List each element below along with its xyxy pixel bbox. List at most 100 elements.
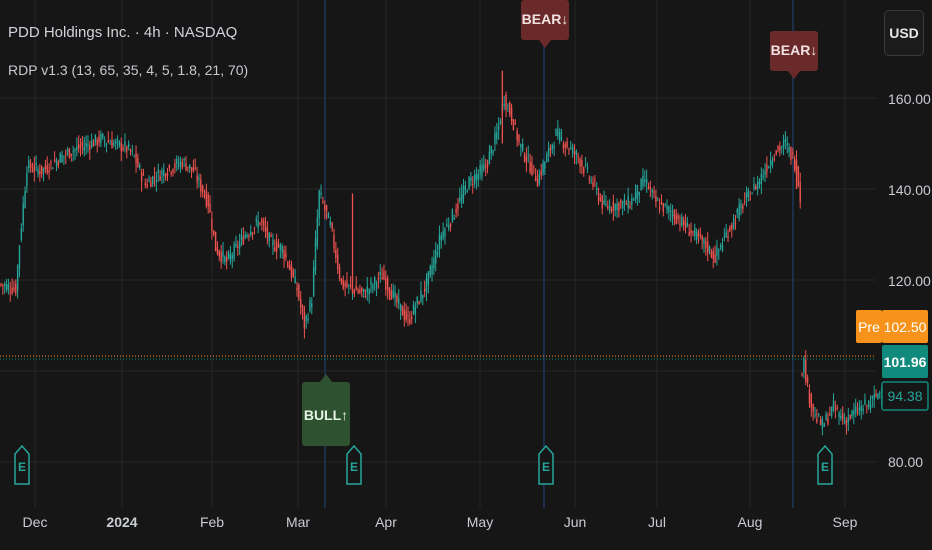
candle	[664, 203, 666, 208]
candle	[353, 288, 356, 298]
candle	[803, 355, 805, 379]
candle	[168, 164, 171, 172]
candle	[42, 167, 45, 182]
candle-body	[137, 158, 139, 167]
candle-body	[277, 245, 280, 248]
candle	[479, 160, 481, 180]
candle-body	[318, 190, 320, 219]
candle	[28, 155, 30, 173]
candle	[827, 412, 829, 426]
candle-body	[11, 287, 13, 294]
candle	[152, 175, 154, 187]
candle	[318, 189, 320, 227]
candle	[727, 229, 729, 243]
candle-body	[564, 144, 566, 148]
candle-body	[573, 152, 576, 155]
candle	[183, 157, 185, 168]
candle	[509, 100, 511, 118]
candle-body	[679, 223, 681, 226]
candle	[288, 259, 291, 271]
candle	[579, 157, 581, 174]
candle	[309, 296, 311, 313]
candle	[660, 194, 663, 206]
candle-body	[388, 288, 391, 296]
indicator-legend[interactable]: RDP v1.3 (13, 65, 35, 4, 5, 1.8, 21, 70)	[8, 62, 249, 78]
candle	[775, 149, 777, 156]
candle-body	[771, 161, 774, 165]
candle-body	[68, 148, 71, 158]
candle	[192, 159, 195, 173]
candle	[412, 300, 415, 315]
candle-body	[538, 174, 541, 184]
candle-body	[740, 203, 742, 209]
candle	[314, 230, 317, 276]
candle	[222, 241, 224, 264]
candle-body	[490, 146, 492, 154]
candle	[792, 147, 794, 159]
candle-body	[518, 135, 520, 142]
candle	[719, 242, 722, 251]
candle-body	[716, 247, 718, 256]
candle	[207, 191, 209, 214]
candle-body	[294, 277, 296, 284]
candle	[37, 165, 39, 178]
candle-body	[636, 185, 639, 199]
candle-body	[15, 283, 17, 294]
candle	[818, 413, 820, 418]
candle	[553, 141, 555, 157]
candle	[435, 242, 437, 272]
candle-body	[79, 146, 82, 148]
candle-body	[673, 210, 676, 220]
candle-body	[368, 289, 370, 295]
candle-body	[486, 163, 489, 168]
candle	[35, 155, 37, 172]
candle	[50, 159, 52, 171]
candle-body	[557, 129, 559, 137]
candle-body	[4, 284, 6, 287]
candle	[135, 145, 137, 173]
candle	[409, 311, 411, 326]
candle	[644, 170, 646, 188]
earnings-letter: E	[18, 460, 26, 474]
candle-body	[553, 146, 555, 149]
candle	[862, 404, 864, 415]
candle-body	[327, 213, 330, 219]
candle	[745, 186, 748, 208]
time-axis[interactable]: Dec 2024 Feb Mar Apr May Jun Jul Aug Sep	[23, 514, 858, 530]
price-axis[interactable]: 160.00 140.00 120.00 80.00	[888, 91, 931, 470]
candle-body	[218, 250, 220, 257]
candle-body	[823, 423, 825, 427]
candle	[721, 237, 724, 253]
y-tick-label: 120.00	[888, 273, 931, 289]
candle-body	[181, 162, 183, 168]
candle-body	[562, 144, 565, 149]
currency-button[interactable]: USD	[884, 10, 924, 56]
candle-body	[198, 177, 200, 180]
candle	[18, 244, 21, 278]
candle	[481, 157, 483, 181]
candle-body	[729, 226, 731, 232]
signal-text: BEAR↓	[771, 42, 818, 58]
candle-body	[732, 218, 735, 229]
candle	[146, 178, 148, 189]
candle	[368, 288, 370, 304]
candle	[16, 264, 19, 299]
candle	[742, 203, 744, 214]
candle	[732, 214, 735, 231]
candle-body	[246, 234, 248, 237]
candle-body	[725, 232, 727, 238]
candle-body	[529, 161, 531, 173]
candle-body	[111, 139, 113, 149]
candle-body	[645, 178, 648, 184]
candle-body	[520, 144, 522, 148]
earnings-badge	[14, 444, 30, 485]
candle	[673, 209, 676, 226]
candle	[651, 188, 653, 200]
candle-body	[53, 159, 56, 162]
candle-body	[662, 203, 664, 212]
candle-body	[2, 284, 4, 286]
candle-body	[211, 218, 213, 231]
candle	[70, 153, 72, 162]
